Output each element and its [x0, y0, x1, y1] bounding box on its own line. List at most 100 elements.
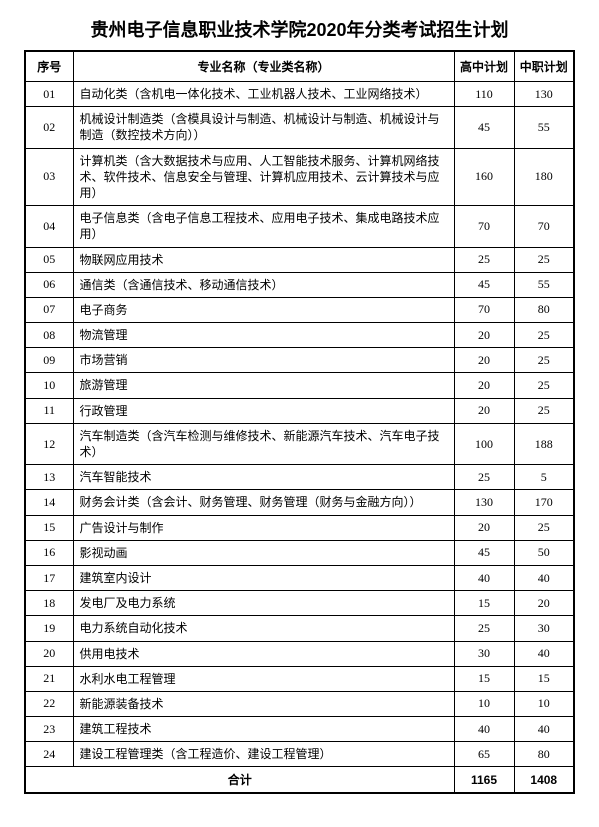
cell-major-name: 供用电技术	[73, 641, 454, 666]
cell-major-name: 影视动画	[73, 540, 454, 565]
cell-vs-plan: 170	[514, 490, 574, 515]
cell-vs-plan: 20	[514, 591, 574, 616]
cell-seq: 10	[25, 373, 73, 398]
table-row: 12汽车制造类（含汽车检测与维修技术、新能源汽车技术、汽车电子技术）100188	[25, 423, 574, 464]
table-total-row: 合计 1165 1408	[25, 767, 574, 794]
table-row: 08物流管理2025	[25, 323, 574, 348]
cell-major-name: 自动化类（含机电一体化技术、工业机器人技术、工业网络技术）	[73, 82, 454, 107]
cell-hs-plan: 10	[454, 691, 514, 716]
cell-hs-plan: 100	[454, 423, 514, 464]
cell-vs-plan: 25	[514, 373, 574, 398]
table-row: 24建设工程管理类（含工程造价、建设工程管理）6580	[25, 742, 574, 767]
table-row: 09市场营销2025	[25, 348, 574, 373]
cell-hs-plan: 20	[454, 515, 514, 540]
cell-vs-plan: 40	[514, 717, 574, 742]
cell-vs-plan: 55	[514, 107, 574, 148]
cell-vs-plan: 80	[514, 742, 574, 767]
cell-major-name: 发电厂及电力系统	[73, 591, 454, 616]
cell-seq: 19	[25, 616, 73, 641]
cell-vs-plan: 25	[514, 348, 574, 373]
cell-seq: 04	[25, 206, 73, 247]
cell-vs-plan: 25	[514, 247, 574, 272]
cell-major-name: 电子信息类（含电子信息工程技术、应用电子技术、集成电路技术应用）	[73, 206, 454, 247]
table-row: 10旅游管理2025	[25, 373, 574, 398]
cell-vs-plan: 25	[514, 323, 574, 348]
total-label: 合计	[25, 767, 454, 794]
cell-hs-plan: 20	[454, 373, 514, 398]
cell-vs-plan: 40	[514, 565, 574, 590]
cell-hs-plan: 20	[454, 348, 514, 373]
cell-seq: 08	[25, 323, 73, 348]
cell-major-name: 计算机类（含大数据技术与应用、人工智能技术服务、计算机网络技术、软件技术、信息安…	[73, 148, 454, 206]
cell-vs-plan: 25	[514, 515, 574, 540]
col-header-hs-plan: 高中计划	[454, 51, 514, 82]
cell-major-name: 广告设计与制作	[73, 515, 454, 540]
table-row: 02机械设计制造类（含模具设计与制造、机械设计与制造、机械设计与制造（数控技术方…	[25, 107, 574, 148]
table-row: 07电子商务7080	[25, 297, 574, 322]
cell-seq: 02	[25, 107, 73, 148]
cell-major-name: 汽车智能技术	[73, 465, 454, 490]
cell-seq: 21	[25, 666, 73, 691]
cell-seq: 05	[25, 247, 73, 272]
cell-vs-plan: 5	[514, 465, 574, 490]
cell-seq: 01	[25, 82, 73, 107]
cell-hs-plan: 40	[454, 717, 514, 742]
cell-vs-plan: 55	[514, 272, 574, 297]
cell-major-name: 物流管理	[73, 323, 454, 348]
cell-major-name: 建筑室内设计	[73, 565, 454, 590]
cell-major-name: 财务会计类（含会计、财务管理、财务管理（财务与金融方向））	[73, 490, 454, 515]
cell-hs-plan: 45	[454, 540, 514, 565]
table-row: 20供用电技术3040	[25, 641, 574, 666]
cell-vs-plan: 188	[514, 423, 574, 464]
cell-hs-plan: 70	[454, 206, 514, 247]
cell-major-name: 机械设计制造类（含模具设计与制造、机械设计与制造、机械设计与制造（数控技术方向）…	[73, 107, 454, 148]
cell-seq: 03	[25, 148, 73, 206]
cell-major-name: 电子商务	[73, 297, 454, 322]
cell-major-name: 建筑工程技术	[73, 717, 454, 742]
cell-vs-plan: 50	[514, 540, 574, 565]
cell-hs-plan: 65	[454, 742, 514, 767]
table-row: 06通信类（含通信技术、移动通信技术）4555	[25, 272, 574, 297]
cell-vs-plan: 15	[514, 666, 574, 691]
cell-seq: 06	[25, 272, 73, 297]
cell-seq: 17	[25, 565, 73, 590]
cell-seq: 18	[25, 591, 73, 616]
cell-hs-plan: 45	[454, 272, 514, 297]
cell-seq: 20	[25, 641, 73, 666]
cell-hs-plan: 160	[454, 148, 514, 206]
cell-seq: 11	[25, 398, 73, 423]
table-row: 11行政管理2025	[25, 398, 574, 423]
cell-hs-plan: 15	[454, 591, 514, 616]
table-row: 13汽车智能技术255	[25, 465, 574, 490]
table-row: 17建筑室内设计4040	[25, 565, 574, 590]
cell-vs-plan: 180	[514, 148, 574, 206]
cell-seq: 16	[25, 540, 73, 565]
cell-hs-plan: 30	[454, 641, 514, 666]
table-row: 19电力系统自动化技术2530	[25, 616, 574, 641]
table-row: 14财务会计类（含会计、财务管理、财务管理（财务与金融方向））130170	[25, 490, 574, 515]
cell-vs-plan: 130	[514, 82, 574, 107]
total-hs: 1165	[454, 767, 514, 794]
cell-hs-plan: 15	[454, 666, 514, 691]
cell-seq: 24	[25, 742, 73, 767]
cell-hs-plan: 20	[454, 323, 514, 348]
cell-vs-plan: 30	[514, 616, 574, 641]
cell-vs-plan: 10	[514, 691, 574, 716]
cell-seq: 07	[25, 297, 73, 322]
table-row: 16影视动画4550	[25, 540, 574, 565]
table-row: 21水利水电工程管理1515	[25, 666, 574, 691]
cell-hs-plan: 25	[454, 616, 514, 641]
cell-major-name: 市场营销	[73, 348, 454, 373]
total-vs: 1408	[514, 767, 574, 794]
cell-vs-plan: 80	[514, 297, 574, 322]
cell-seq: 23	[25, 717, 73, 742]
cell-major-name: 物联网应用技术	[73, 247, 454, 272]
cell-seq: 15	[25, 515, 73, 540]
cell-major-name: 电力系统自动化技术	[73, 616, 454, 641]
cell-major-name: 建设工程管理类（含工程造价、建设工程管理）	[73, 742, 454, 767]
cell-seq: 09	[25, 348, 73, 373]
col-header-seq: 序号	[25, 51, 73, 82]
cell-seq: 13	[25, 465, 73, 490]
cell-major-name: 旅游管理	[73, 373, 454, 398]
cell-hs-plan: 130	[454, 490, 514, 515]
